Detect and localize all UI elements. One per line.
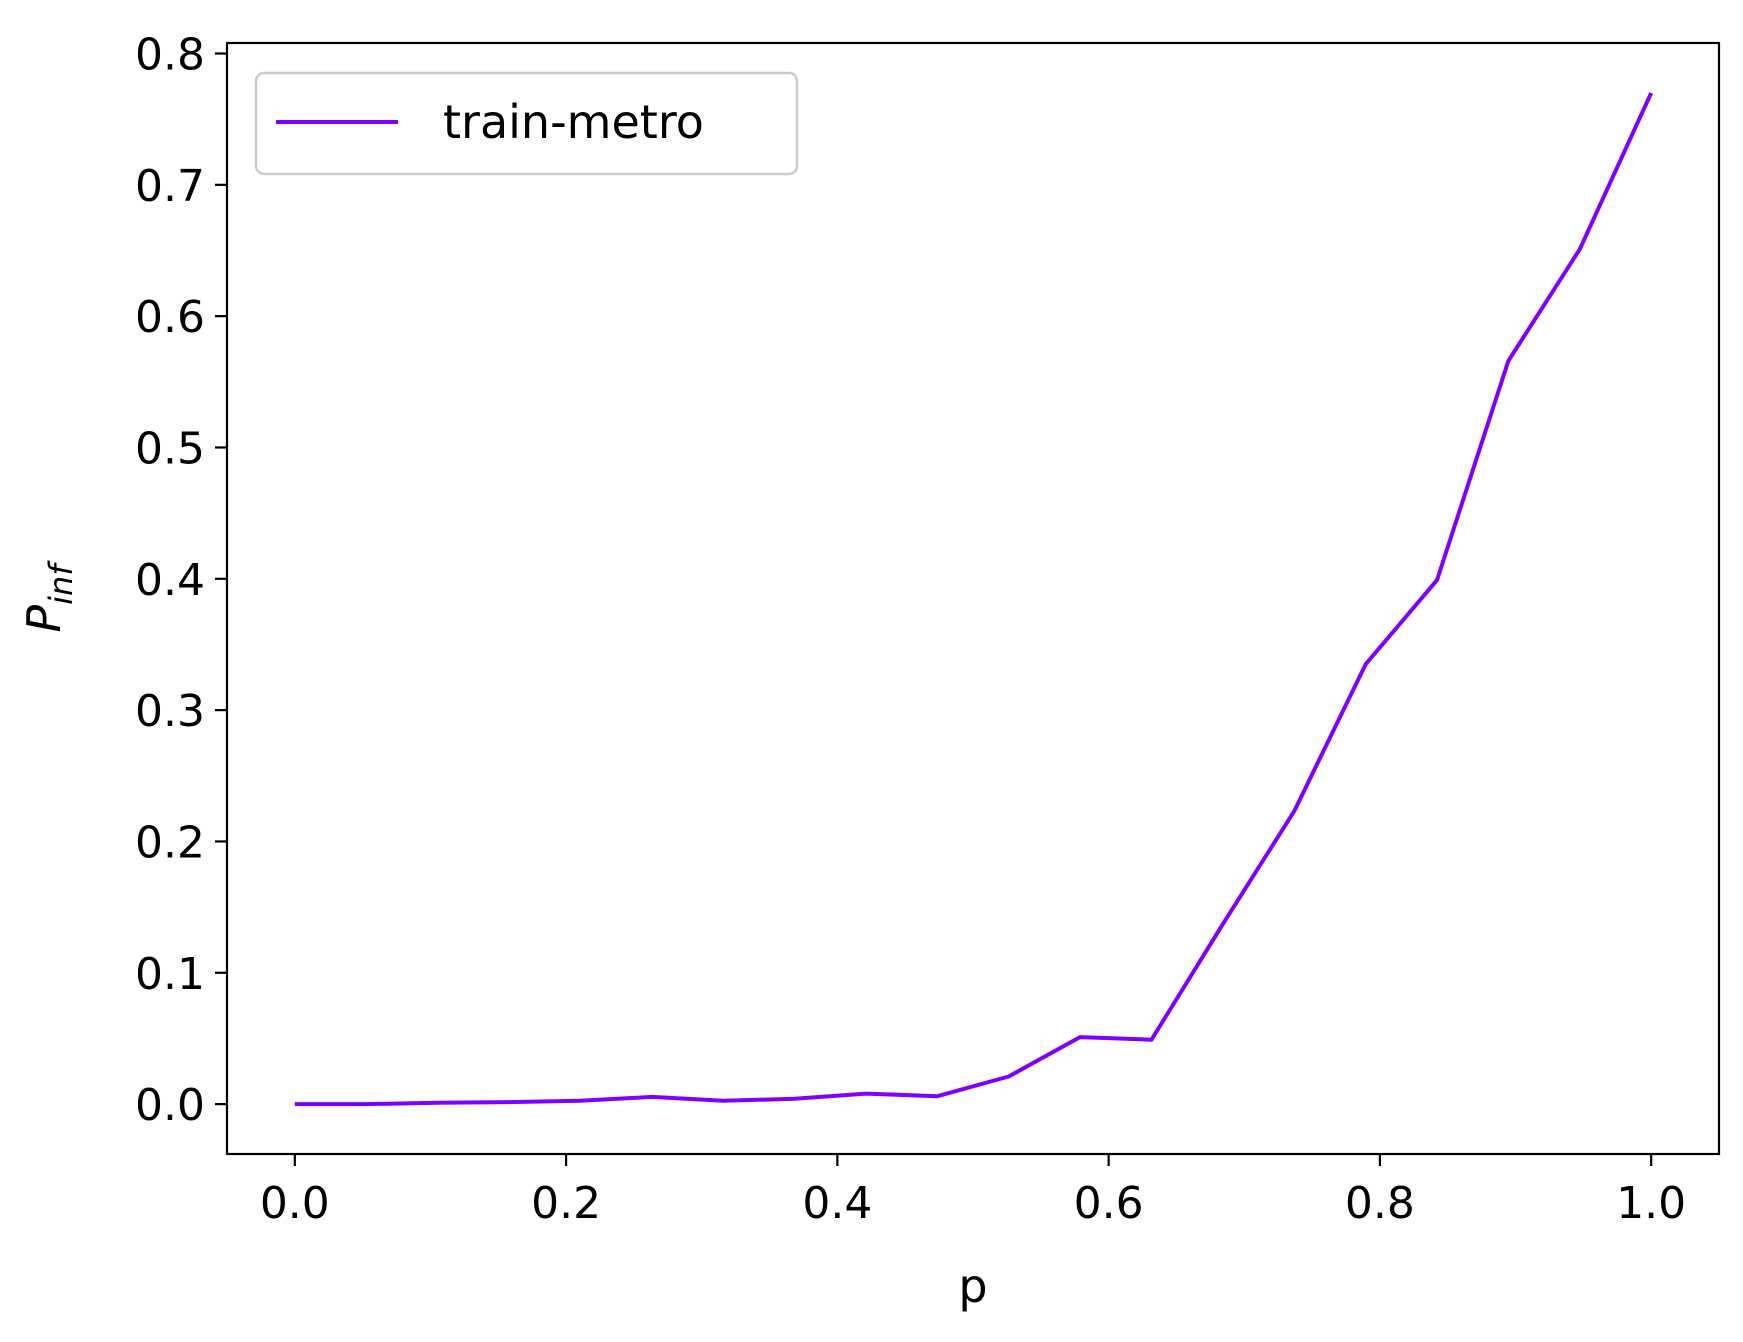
x-tick-label: 0.4 <box>802 1178 872 1229</box>
y-tick-label: 0.2 <box>135 817 205 868</box>
x-axis-label: p <box>958 1259 987 1313</box>
y-axis: 0.0 0.1 0.2 0.3 0.4 0.5 0.6 0.7 0.8 <box>135 30 227 1131</box>
y-tick-label: 0.4 <box>135 555 205 606</box>
y-tick-label: 0.7 <box>135 161 205 212</box>
x-tick-label: 0.6 <box>1074 1178 1144 1229</box>
x-tick-label: 0.8 <box>1345 1178 1415 1229</box>
y-tick-label: 0.1 <box>135 949 205 1000</box>
y-axis-label-main: P <box>17 605 71 633</box>
plot-frame <box>225 41 1721 1156</box>
y-tick-label: 0.5 <box>135 423 205 474</box>
y-tick-label: 0.8 <box>135 30 205 81</box>
legend: train-metro <box>254 71 799 176</box>
x-tick-label: 0.2 <box>531 1178 601 1229</box>
y-tick-label: 0.3 <box>135 686 205 737</box>
legend-frame <box>254 71 799 176</box>
x-tick-label: 1.0 <box>1616 1178 1686 1229</box>
y-tick-label: 0.6 <box>135 292 205 343</box>
legend-label-train-metro: train-metro <box>443 95 704 149</box>
plot-area <box>227 43 1719 1154</box>
y-tick-label: 0.0 <box>135 1080 205 1131</box>
y-axis-label-subscript: inf <box>42 560 80 605</box>
y-axis-label: Pinf <box>17 560 80 633</box>
x-tick-label: 0.0 <box>260 1178 330 1229</box>
series-line-train-metro <box>294 92 1654 1107</box>
x-axis: 0.0 0.2 0.4 0.6 0.8 1.0 <box>260 1154 1686 1229</box>
